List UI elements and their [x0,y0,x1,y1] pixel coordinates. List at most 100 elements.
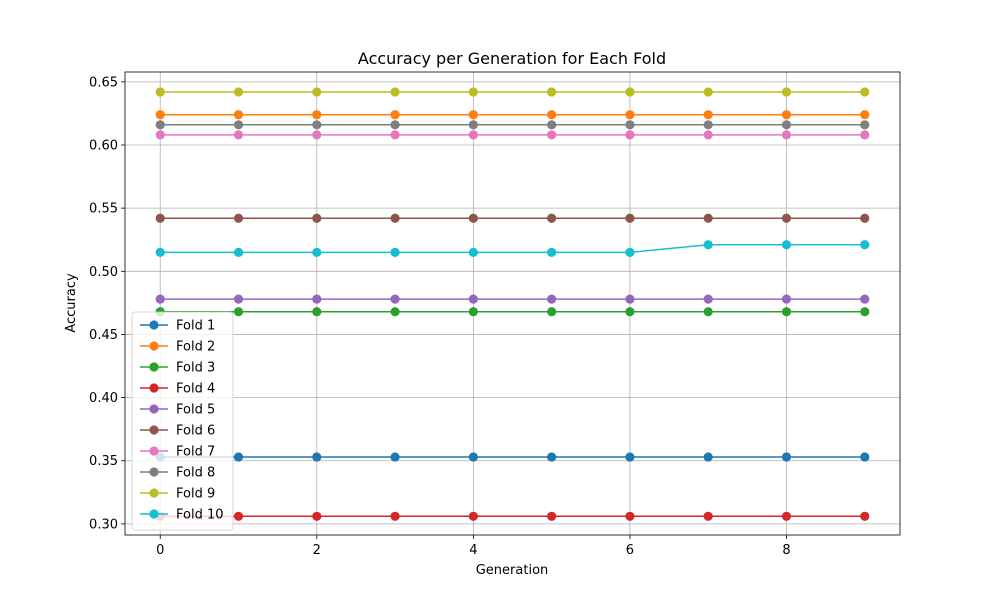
data-point [547,247,557,257]
series-3 [155,307,870,317]
data-point [703,294,713,304]
series-7 [155,130,870,140]
data-point [781,110,792,120]
legend-item: Fold 3 [140,361,215,376]
data-point [703,110,713,120]
data-point [312,130,322,140]
data-point [625,307,635,317]
data-point [703,120,713,130]
data-point [312,110,322,120]
legend-label: Fold 9 [176,487,215,502]
legend-label: Fold 3 [176,361,215,376]
series-6 [155,213,870,223]
legend-item: Fold 8 [140,466,215,481]
legend-marker [149,446,159,456]
x-tick-label: 6 [626,543,634,558]
data-point [547,511,557,521]
data-point [781,240,792,250]
legend-item: Fold 7 [140,445,215,460]
data-point [781,307,792,317]
data-point [233,130,244,140]
x-tick-label: 2 [313,543,321,558]
data-point [468,130,478,140]
legend-marker [149,362,159,372]
legend-item: Fold 9 [140,487,215,502]
data-point [468,110,478,120]
data-point [547,213,557,223]
data-point [625,452,635,462]
data-point [625,120,635,130]
data-point [390,87,400,97]
y-tick-label: 0.50 [89,265,118,280]
data-point [468,247,478,257]
data-point [625,511,635,521]
legend-label: Fold 8 [176,466,215,481]
data-point [468,213,478,223]
data-point [547,87,557,97]
data-point [468,120,478,130]
legend-label: Fold 6 [176,424,215,439]
data-point [312,511,322,521]
data-point [233,213,244,223]
legend: Fold 1 Fold 2 Fold 3 Fold 4 Fold 5 Fold 6 Fold… [131,311,234,531]
data-point [625,130,635,140]
y-tick-label: 0.60 [89,138,118,153]
data-point [860,120,870,130]
y-tick-label: 0.30 [89,517,118,532]
data-point [312,247,322,257]
series-5 [155,294,870,304]
y-axis-label: Accuracy [64,273,79,333]
legend-label: Fold 5 [176,403,215,418]
legend-item: Fold 5 [140,403,215,418]
data-point [625,294,635,304]
data-point [860,87,870,97]
data-point [312,452,322,462]
data-point [703,452,713,462]
data-point [468,511,478,521]
legend-marker [149,509,159,519]
legend-marker [149,404,159,414]
data-point [781,213,792,223]
data-point [625,110,635,120]
data-point [547,452,557,462]
data-point [312,87,322,97]
series-4 [155,511,870,521]
data-point [781,294,792,304]
data-point [860,307,870,317]
legend-item: Fold 4 [140,382,215,397]
data-point [155,247,165,257]
data-point [860,213,870,223]
data-point [155,120,165,130]
data-point [547,130,557,140]
legend-label: Fold 2 [176,340,215,355]
data-point [860,130,870,140]
series-10 [155,240,870,257]
data-point [625,87,635,97]
data-point [547,110,557,120]
data-point [781,87,792,97]
series-line [160,244,865,254]
x-tick-label: 0 [156,543,164,558]
x-tick-label: 8 [782,543,790,558]
data-point [468,452,478,462]
data-point [312,213,322,223]
data-point [547,294,557,304]
legend-marker [149,341,159,351]
data-point [703,130,713,140]
axes: 0 2 4 6 8 0.30 0.35 0.40 0.45 0.50 0.55 0.60 0.65 [89,71,901,558]
y-tick-label: 0.45 [89,328,118,343]
y-tick-label: 0.55 [89,202,118,217]
legend-marker [149,488,159,498]
data-point [233,87,244,97]
data-point [390,110,400,120]
data-point [860,240,870,250]
plot-frame [124,71,901,536]
data-point [703,87,713,97]
data-point [625,247,635,257]
data-point [312,120,322,130]
chart-title: Accuracy per Generation for Each Fold [358,49,666,68]
data-point [390,130,400,140]
data-point [390,307,400,317]
series-9 [155,87,870,97]
